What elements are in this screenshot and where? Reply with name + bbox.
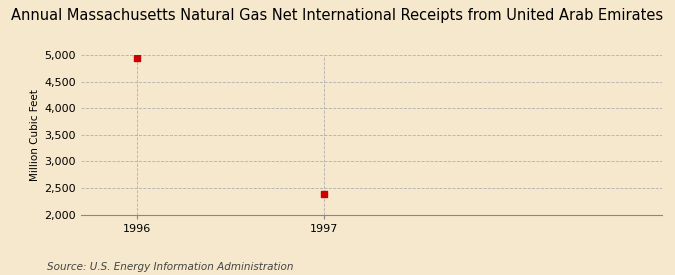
Y-axis label: Million Cubic Feet: Million Cubic Feet bbox=[30, 89, 40, 181]
Text: Source: U.S. Energy Information Administration: Source: U.S. Energy Information Administ… bbox=[47, 262, 294, 272]
Point bbox=[132, 56, 142, 60]
Text: Annual Massachusetts Natural Gas Net International Receipts from United Arab Emi: Annual Massachusetts Natural Gas Net Int… bbox=[11, 8, 664, 23]
Point bbox=[319, 192, 330, 196]
